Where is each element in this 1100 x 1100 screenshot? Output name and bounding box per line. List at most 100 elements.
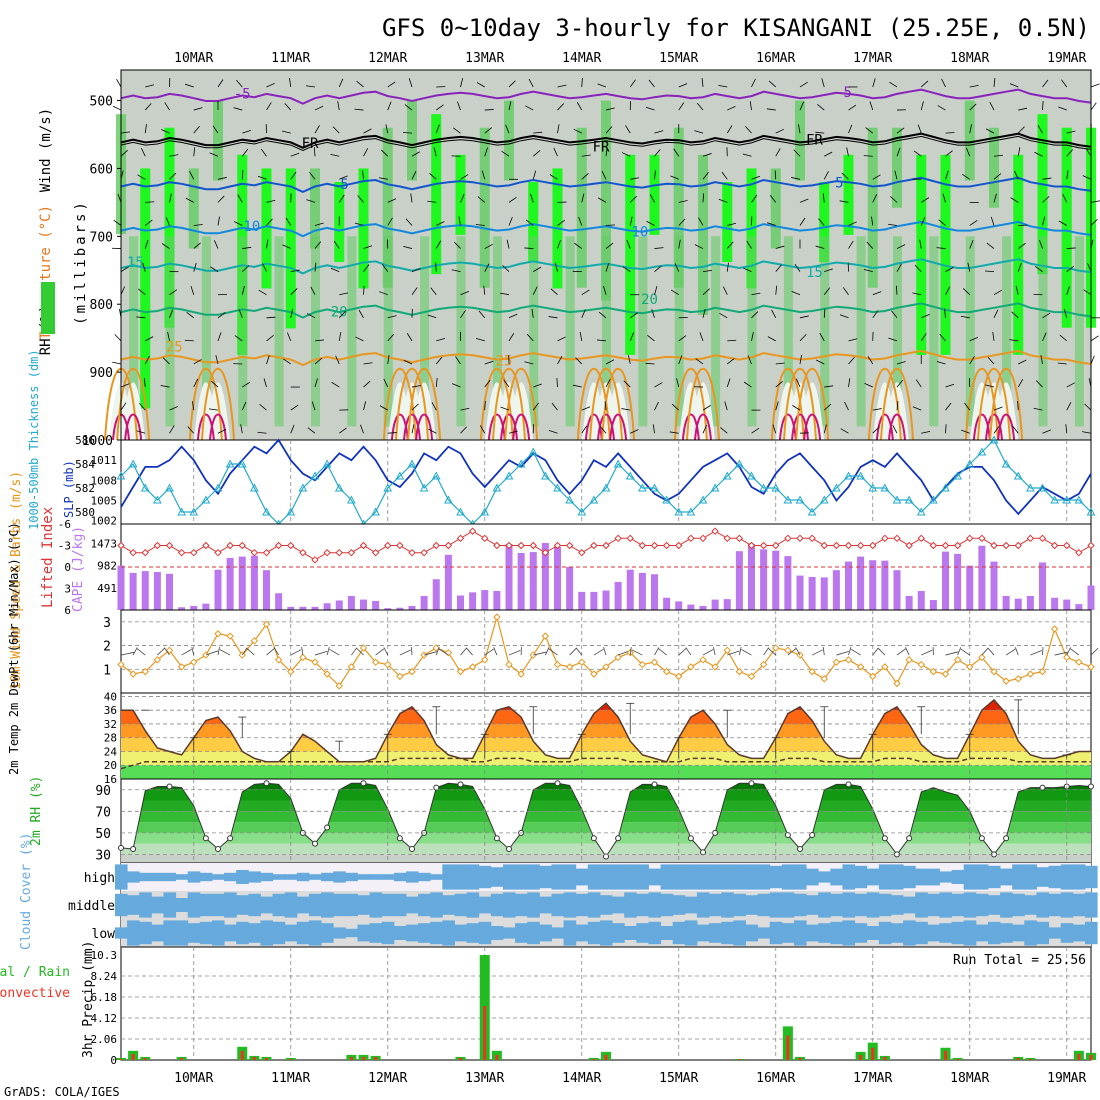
- wind-barb: [629, 195, 638, 203]
- wind-barb: [702, 288, 710, 296]
- cloud-cell: [612, 896, 625, 914]
- wind-barb: [702, 424, 708, 434]
- cloud-cell: [648, 892, 662, 918]
- rh-column: [407, 100, 417, 181]
- wind10m-point: [917, 660, 925, 669]
- lifted-index-point: [287, 541, 295, 550]
- date-label-bottom: 18MAR: [950, 1071, 989, 1086]
- wind10m-barb: [795, 647, 801, 656]
- cloud-cell: [987, 895, 1001, 915]
- wind-barb: [338, 331, 342, 341]
- wind-barb: [233, 221, 243, 226]
- wind10m-barb: [678, 647, 687, 656]
- thickness-point: [165, 483, 174, 492]
- hot-contour: [694, 413, 712, 441]
- warm-contour: [395, 368, 429, 441]
- wind-barb: [408, 78, 413, 88]
- temp2m-label: 2m Temp 2m DewPt (6hr Min/Max) (°C): [7, 522, 21, 775]
- cloud-cell: [903, 865, 916, 889]
- warm-contour: [116, 368, 151, 441]
- cloud-cell: [466, 923, 480, 943]
- wind-barb: [1012, 425, 1019, 434]
- wind10m-barb: [811, 649, 823, 656]
- lifted-index-point: [747, 541, 756, 550]
- wind-barb: [287, 332, 292, 342]
- lifted-index-point: [323, 548, 331, 557]
- cloud-cell: [1072, 924, 1086, 942]
- temp2m-tick: 20: [104, 759, 117, 772]
- rh-column: [783, 236, 793, 427]
- wind-barb: [920, 80, 929, 88]
- cloud-cell: [175, 920, 189, 946]
- wind10m-barb: [921, 649, 933, 656]
- wind-barb: [605, 359, 615, 365]
- thickness-point: [444, 495, 453, 504]
- cloud-cell: [248, 923, 261, 943]
- wind10m-point: [1014, 675, 1022, 683]
- thickness-point: [153, 495, 162, 504]
- wind-barb: [186, 311, 194, 319]
- cloud-cell: [1072, 864, 1086, 890]
- cape-bar: [917, 590, 925, 610]
- lifted-index-point: [759, 541, 768, 550]
- wind-barb: [1066, 382, 1075, 388]
- cloud-cell: [672, 864, 686, 890]
- wind-barb: [1058, 106, 1067, 111]
- thickness-point: [177, 507, 186, 516]
- lifted-index-point: [662, 541, 671, 550]
- rh-column: [893, 236, 902, 427]
- wind-barb: [169, 309, 174, 318]
- wind10m-point: [966, 663, 974, 671]
- wind-barb: [938, 219, 946, 226]
- precip-conv-bar: [604, 1054, 608, 1060]
- wind-barb: [556, 378, 558, 388]
- cape-bar: [772, 550, 780, 610]
- wind-barb: [1042, 177, 1052, 180]
- wind10m-point: [371, 658, 380, 666]
- rh-column: [165, 236, 175, 427]
- lifted-index-point: [650, 541, 659, 550]
- wind10m-barb: [399, 649, 411, 656]
- lifted-index-point: [1075, 548, 1083, 557]
- wind-barb: [1057, 362, 1067, 365]
- wind-barb: [338, 194, 345, 203]
- cloud-cell: [345, 893, 358, 917]
- wind-barb: [1066, 265, 1075, 272]
- warm-contour: [867, 368, 902, 441]
- lifted-index-point: [468, 527, 477, 535]
- wind-barb: [818, 218, 825, 226]
- wind-barb: [864, 383, 873, 388]
- wind-barb: [460, 310, 466, 319]
- cloud-cell: [866, 926, 880, 940]
- rh-column: [964, 100, 975, 181]
- wind-barb: [1017, 147, 1021, 157]
- wind-barb: [242, 381, 251, 388]
- wind10m-point: [808, 667, 816, 676]
- rh2m-point: [312, 840, 318, 847]
- cloud-cell: [296, 921, 310, 945]
- lifted-index-point: [869, 541, 877, 550]
- wind-barb: [792, 405, 801, 411]
- rh2m-point: [906, 835, 913, 842]
- lifted-index-point: [626, 534, 634, 543]
- cape-bar: [335, 600, 343, 610]
- wind-barb: [872, 78, 876, 88]
- cloud-cell: [381, 921, 395, 945]
- wind10m-point: [1063, 653, 1071, 662]
- wind-barb: [411, 403, 419, 411]
- lifted-index-point: [820, 541, 828, 550]
- lifted-index-point: [129, 548, 137, 557]
- cloud-cell: [224, 872, 237, 882]
- thickness-point: [904, 495, 914, 504]
- wind-barb: [598, 197, 607, 203]
- cloud-cell: [539, 896, 552, 914]
- wind-barb: [240, 424, 243, 434]
- wind-barb: [969, 85, 979, 88]
- wind-barb: [629, 332, 634, 342]
- wind-barb: [314, 378, 318, 388]
- rh-column: [602, 236, 611, 427]
- date-label-top: 11MAR: [271, 51, 310, 66]
- warm-contour: [989, 368, 1024, 441]
- lifted-index-point: [456, 534, 465, 543]
- rh-band-fill: [121, 843, 1091, 855]
